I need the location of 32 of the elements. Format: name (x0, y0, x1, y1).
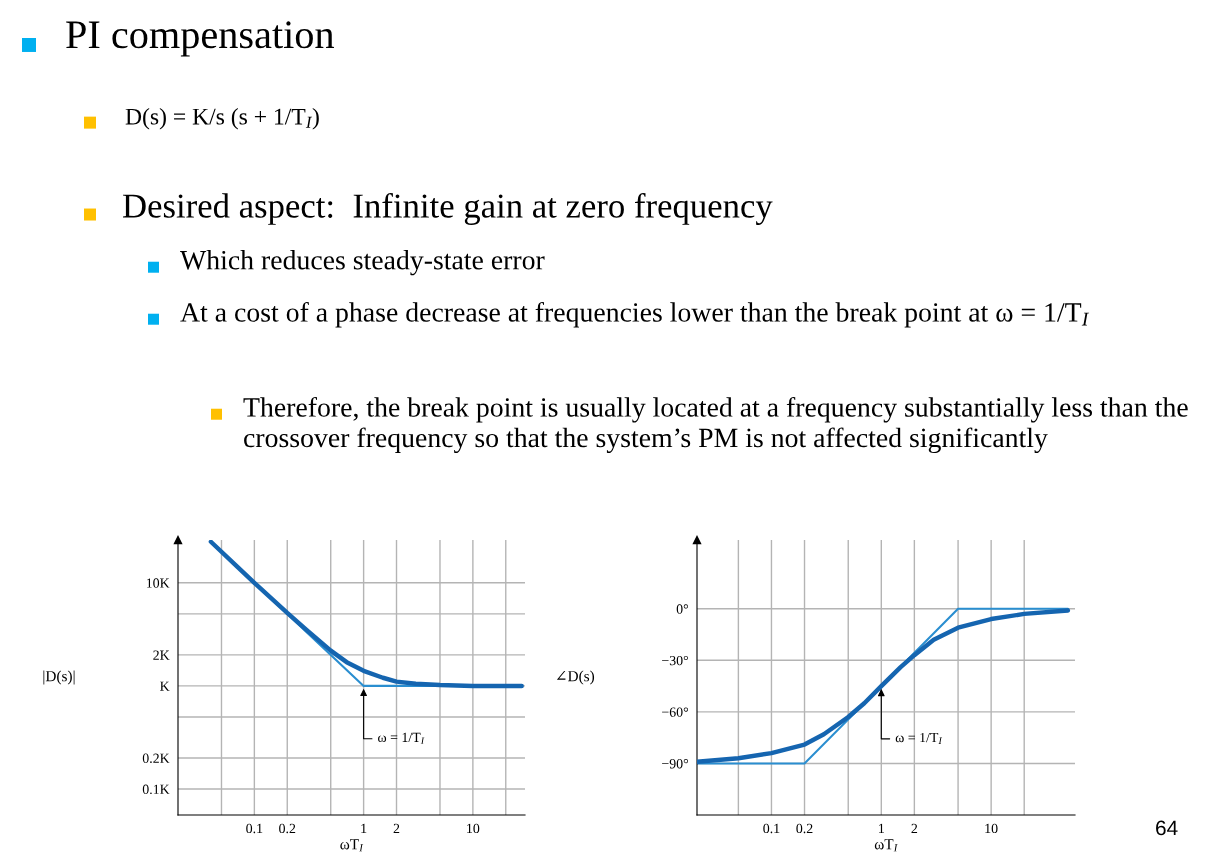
annotation: ω = 1/T$_{I}$ (378, 732, 425, 744)
x-tick-label: 1 (879, 823, 884, 833)
y-tick-label: 0.2K (142, 753, 170, 764)
y-tick-label: −30° (662, 655, 688, 666)
text: Therefore, the break point is usually located at a frequency substantially less than the crossover frequency so that the system’s PM is not affected significantly (243, 397, 1188, 453)
x-tick-label: 2 (393, 823, 400, 833)
x-tick-label: 0.1 (763, 823, 780, 834)
y-tick-label: 2K (153, 650, 170, 660)
x-tick-label: 10 (985, 823, 998, 834)
text: 64 (1156, 820, 1178, 836)
x-tick-label: 10 (467, 823, 480, 834)
y-tick-label: 10K (146, 578, 170, 588)
x-axis-title: ωT$_{I}$ (874, 839, 898, 852)
y-tick-label: −90° (662, 759, 688, 769)
y-axis-title: ∠D(s) (556, 670, 595, 685)
text: D(s) = K/s (s + 1/T$_{I}$) (125, 108, 319, 130)
x-tick-label: 0.2 (796, 823, 813, 834)
chart-title: PI compensation (66, 21, 334, 57)
x-tick-label: 0.1 (246, 823, 263, 834)
y-axis-title: |D(s)| (43, 670, 75, 685)
text: Desired aspect: Infinite gain at zero frequency (123, 193, 773, 225)
x-tick-label: 1 (361, 823, 367, 833)
x-tick-label: 0.2 (279, 823, 296, 834)
annotation: ω = 1/T$_{I}$ (895, 732, 943, 744)
y-tick-label: 0.1K (142, 784, 170, 795)
y-tick-label: 0° (676, 604, 688, 614)
text: At a cost of a phase decrease at frequencies lower than the break point at ω = 1/T$_{I}$ (180, 302, 1090, 328)
text: Which reduces steady-state error (180, 250, 545, 276)
y-tick-label: −60° (662, 707, 688, 717)
x-axis-title: ωT$_{I}$ (340, 839, 364, 852)
x-tick-label: 2 (911, 823, 918, 833)
y-tick-label: K (160, 681, 170, 691)
